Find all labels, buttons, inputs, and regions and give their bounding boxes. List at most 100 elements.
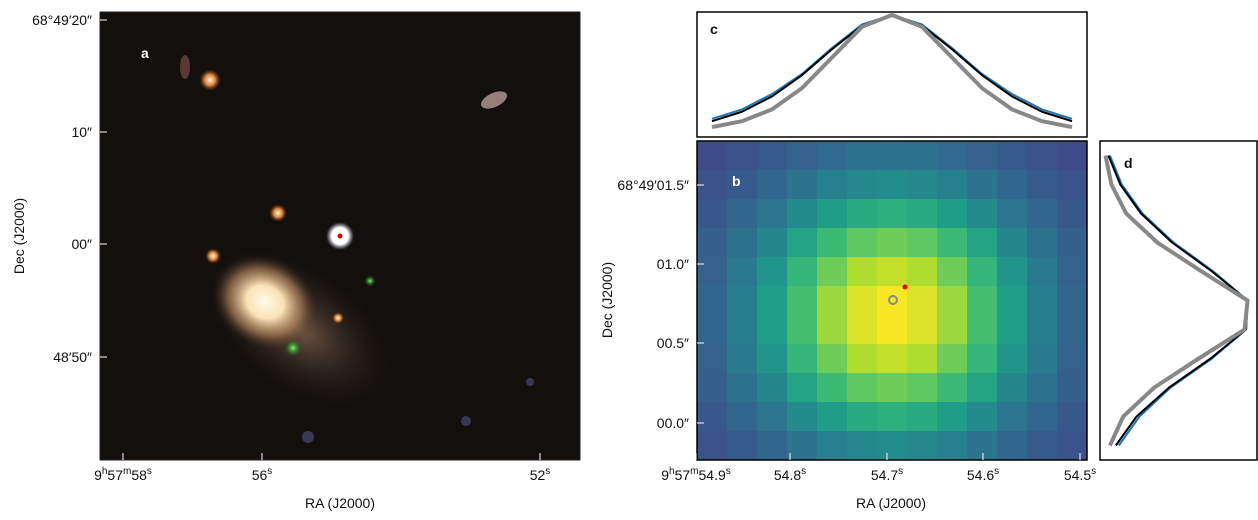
pixel xyxy=(877,199,908,229)
pixel xyxy=(1027,373,1058,403)
pixel xyxy=(1057,402,1088,432)
x-tick-label: 54.8s xyxy=(774,466,806,483)
pixel xyxy=(1057,141,1088,171)
pixel xyxy=(727,228,758,258)
pixel xyxy=(1027,257,1058,287)
pixel xyxy=(1027,228,1058,258)
pixel xyxy=(787,431,818,461)
pixel xyxy=(757,257,788,287)
pixel xyxy=(757,199,788,229)
pixel xyxy=(907,402,938,432)
profile-line xyxy=(711,13,1073,130)
pixel xyxy=(817,373,848,403)
pixel xyxy=(997,257,1028,287)
pixel xyxy=(697,228,728,258)
superscript: m xyxy=(123,466,131,477)
pixel xyxy=(907,199,938,229)
pixel xyxy=(787,344,818,374)
pixel xyxy=(817,286,848,316)
pixel xyxy=(727,431,758,461)
pixel xyxy=(757,315,788,345)
frame xyxy=(696,140,1088,461)
pixel xyxy=(907,431,938,461)
pixel xyxy=(787,257,818,287)
pixel xyxy=(757,344,788,374)
pixel xyxy=(907,373,938,403)
tick-text: 54.8 xyxy=(774,467,801,483)
pixel xyxy=(967,170,998,200)
pixel xyxy=(1027,431,1058,461)
pixel xyxy=(967,402,998,432)
pixel xyxy=(877,402,908,432)
superscript: s xyxy=(801,466,806,477)
pixel xyxy=(697,141,728,171)
pixel xyxy=(997,315,1028,345)
pixel xyxy=(997,199,1028,229)
superscript: s xyxy=(545,466,550,477)
pixel xyxy=(1057,315,1088,345)
profile-line xyxy=(711,14,1073,120)
pixel xyxy=(727,170,758,200)
pixel xyxy=(1027,402,1058,432)
profile-line xyxy=(711,14,1073,123)
tick-text: 54.7 xyxy=(871,467,898,483)
pixel xyxy=(727,257,758,287)
pixel xyxy=(907,286,938,316)
pixel xyxy=(847,373,878,403)
pixel xyxy=(787,170,818,200)
pixel xyxy=(1057,170,1088,200)
pixel xyxy=(907,257,938,287)
pixel xyxy=(1057,373,1088,403)
gray-marker xyxy=(888,295,898,305)
x-tick-label: 52s xyxy=(530,466,551,483)
pixel xyxy=(1057,228,1088,258)
pixel xyxy=(967,344,998,374)
pixel xyxy=(787,228,818,258)
pixel xyxy=(817,315,848,345)
pixel xyxy=(877,315,908,345)
red-marker xyxy=(902,284,908,290)
pixel xyxy=(817,170,848,200)
pixel xyxy=(727,286,758,316)
pixel xyxy=(847,170,878,200)
pixel xyxy=(847,141,878,171)
pixel xyxy=(997,228,1028,258)
frame xyxy=(696,11,1088,138)
y-tick-label: 00.0″ xyxy=(657,415,689,431)
y-axis-title: Dec (J2000) xyxy=(11,198,27,274)
pixel xyxy=(907,344,938,374)
pixel xyxy=(847,315,878,345)
tick-text: 56 xyxy=(252,467,268,483)
pixel xyxy=(937,315,968,345)
tick-text: 54.9 xyxy=(699,467,726,483)
pixel xyxy=(997,373,1028,403)
pixel xyxy=(877,373,908,403)
pixel xyxy=(847,199,878,229)
pixel xyxy=(727,141,758,171)
pixel xyxy=(997,286,1028,316)
superscript: m xyxy=(690,466,698,477)
superscript: s xyxy=(898,466,903,477)
pixel xyxy=(997,170,1028,200)
pixel xyxy=(697,373,728,403)
pixel xyxy=(997,402,1028,432)
pixel xyxy=(877,431,908,461)
pixel xyxy=(787,315,818,345)
superscript: s xyxy=(1091,466,1096,477)
pixel xyxy=(877,344,908,374)
x-tick-label: 9h57m54.9s xyxy=(661,466,731,483)
pixel xyxy=(937,170,968,200)
pixel xyxy=(697,344,728,374)
pixel xyxy=(937,402,968,432)
pixel xyxy=(787,141,818,171)
y-tick-label: 68°49′01.5″ xyxy=(617,177,689,193)
x-tick-label: 54.7s xyxy=(871,466,903,483)
pixel xyxy=(727,344,758,374)
pixel xyxy=(877,170,908,200)
pixel xyxy=(937,286,968,316)
superscript: s xyxy=(147,466,152,477)
pixel xyxy=(1057,344,1088,374)
sky-image xyxy=(99,11,581,461)
pixel xyxy=(847,344,878,374)
